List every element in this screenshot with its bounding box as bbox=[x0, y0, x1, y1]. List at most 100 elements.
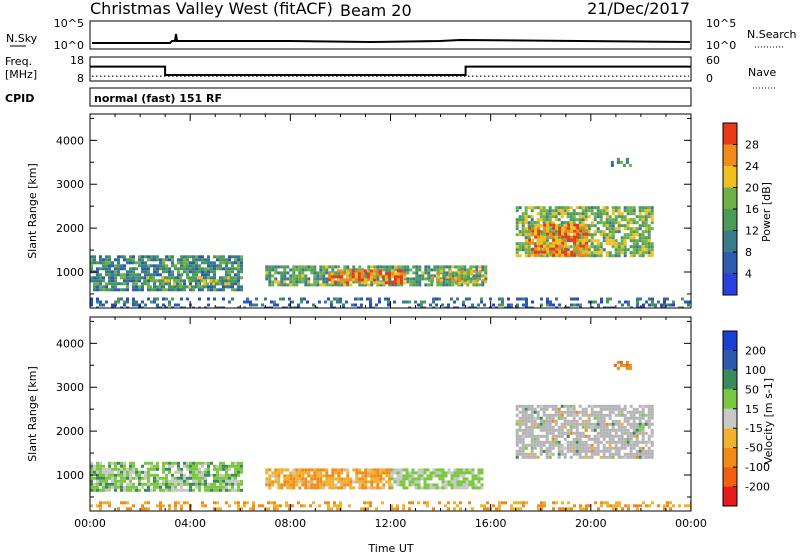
power-cell bbox=[635, 233, 639, 237]
vel-cell bbox=[563, 425, 567, 429]
power-cell bbox=[530, 221, 534, 225]
vel-cell bbox=[271, 471, 275, 475]
power-cell bbox=[626, 248, 630, 252]
vel-cell bbox=[587, 422, 591, 426]
power-cell bbox=[255, 303, 258, 307]
vel-cell bbox=[93, 467, 96, 471]
power-cell bbox=[524, 230, 528, 234]
vel-cell bbox=[123, 461, 126, 465]
power-cell bbox=[579, 244, 583, 248]
power-cell bbox=[478, 283, 482, 287]
vel-cell bbox=[590, 443, 594, 447]
vel-cell bbox=[599, 428, 603, 432]
vel-cell bbox=[129, 467, 132, 471]
vel-cell bbox=[608, 410, 612, 414]
vel-cell bbox=[382, 468, 386, 472]
vel-cell bbox=[620, 443, 624, 447]
power-cell bbox=[558, 223, 562, 227]
power-cell bbox=[548, 215, 552, 219]
power-cell bbox=[482, 278, 486, 282]
vel-cell bbox=[337, 468, 341, 472]
power-cell bbox=[354, 275, 358, 279]
vel-cell bbox=[551, 446, 555, 450]
power-cell bbox=[460, 265, 464, 269]
vel-cell bbox=[633, 504, 636, 508]
power-cell bbox=[427, 271, 431, 275]
vel-cell bbox=[593, 416, 597, 420]
vel-cell bbox=[373, 468, 377, 472]
vel-cell bbox=[204, 467, 207, 471]
vel-cell bbox=[483, 504, 486, 508]
vel-cell bbox=[533, 422, 537, 426]
vel-cell bbox=[408, 501, 411, 505]
power-cell bbox=[641, 248, 645, 252]
power-cell bbox=[602, 248, 606, 252]
vel-cell bbox=[533, 455, 537, 459]
vel-cell bbox=[552, 507, 555, 511]
vel-region bbox=[613, 360, 632, 370]
vel-cell bbox=[587, 449, 591, 453]
vel-cell bbox=[171, 485, 174, 489]
vel-cell bbox=[231, 473, 234, 477]
vel-cell bbox=[539, 419, 543, 423]
vel-cell bbox=[548, 425, 552, 429]
power-cell bbox=[545, 236, 549, 240]
power-cell bbox=[524, 221, 528, 225]
vel-cell bbox=[186, 501, 189, 505]
power-cell bbox=[406, 268, 410, 272]
power-cell bbox=[528, 229, 532, 233]
vel-cell bbox=[283, 483, 287, 487]
power-cell bbox=[518, 242, 522, 246]
vel-cell bbox=[117, 461, 120, 465]
power-cell bbox=[337, 283, 341, 287]
power-cell bbox=[611, 218, 615, 222]
power-cell bbox=[635, 248, 639, 252]
vel-cell bbox=[234, 473, 237, 477]
vel-cell bbox=[515, 443, 519, 447]
vel-cell bbox=[120, 479, 123, 483]
vel-cell bbox=[408, 471, 412, 475]
vel-cell bbox=[537, 507, 540, 511]
vel-cell bbox=[516, 501, 519, 505]
power-cell bbox=[177, 261, 180, 265]
vel-cell bbox=[632, 431, 636, 435]
colorbar-tick-label: 20 bbox=[745, 182, 759, 195]
vel-cell bbox=[423, 483, 427, 487]
vel-cell bbox=[168, 464, 171, 468]
power-cell bbox=[481, 265, 485, 269]
power-cell bbox=[534, 223, 538, 227]
vel-cell bbox=[336, 504, 339, 508]
power-cell bbox=[542, 209, 546, 213]
power-cell bbox=[418, 268, 422, 272]
vel-cell bbox=[180, 467, 183, 471]
vel-cell bbox=[174, 476, 177, 480]
power-cell bbox=[638, 212, 642, 216]
vel-cell bbox=[366, 501, 369, 505]
power-cell bbox=[647, 248, 651, 252]
power-cell bbox=[474, 306, 477, 308]
vel-cell bbox=[174, 501, 177, 505]
power-cell bbox=[546, 232, 550, 236]
power-cell bbox=[150, 258, 153, 262]
power-cell bbox=[132, 273, 135, 277]
vel-cell bbox=[228, 476, 231, 480]
vel-cell bbox=[650, 404, 654, 408]
power-cell bbox=[387, 272, 391, 276]
power-cell bbox=[558, 238, 562, 242]
vel-cell bbox=[361, 474, 365, 478]
power-cell bbox=[548, 230, 552, 234]
vel-cell bbox=[304, 471, 308, 475]
power-cell bbox=[448, 280, 452, 284]
vel-cell bbox=[521, 416, 525, 420]
power-cell bbox=[521, 233, 525, 237]
vel-cell bbox=[201, 476, 204, 480]
power-cell bbox=[301, 271, 305, 275]
vel-cell bbox=[629, 455, 633, 459]
power-cell bbox=[587, 206, 591, 210]
power-cell bbox=[328, 283, 332, 287]
power-cell bbox=[466, 280, 470, 284]
vel-cell bbox=[548, 428, 552, 432]
power-cell bbox=[129, 270, 132, 274]
vel-cell bbox=[399, 480, 403, 484]
power-cell bbox=[619, 160, 623, 164]
